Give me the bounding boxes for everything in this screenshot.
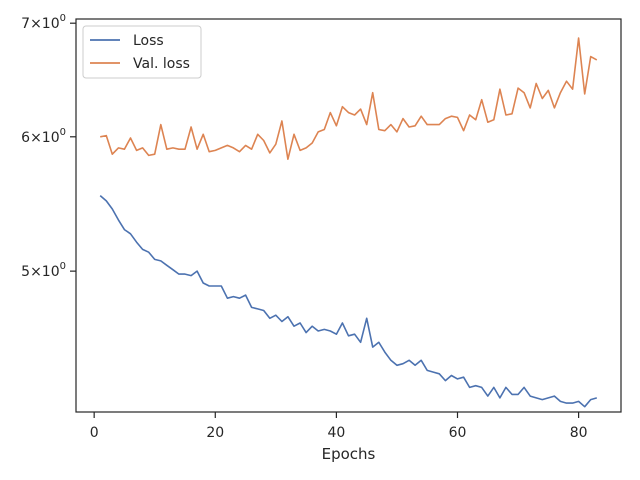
x-axis: 0 20 40 60 80 — [90, 412, 588, 441]
y-axis: 5×100 6×100 7×100 — [21, 13, 76, 280]
legend: Loss Val. loss — [82, 25, 202, 79]
x-axis-label: Epochs — [322, 445, 376, 463]
x-tick-label: 40 — [327, 425, 345, 441]
y-tick-label: 5×100 — [21, 261, 66, 280]
series-line-val-loss — [100, 37, 598, 160]
x-tick-label: 0 — [90, 425, 99, 441]
x-tick-label: 80 — [570, 425, 588, 441]
legend-label: Loss — [133, 33, 164, 49]
series-line-loss — [99, 194, 598, 408]
y-tick-label: 7×100 — [21, 13, 66, 32]
y-tick-label: 6×100 — [21, 127, 66, 146]
legend-label: Val. loss — [133, 56, 190, 72]
legend-frame — [82, 25, 202, 79]
x-tick-label: 60 — [449, 425, 467, 441]
series-group — [99, 37, 598, 408]
x-tick-label: 20 — [206, 425, 224, 441]
plot-area-border — [75, 18, 622, 413]
